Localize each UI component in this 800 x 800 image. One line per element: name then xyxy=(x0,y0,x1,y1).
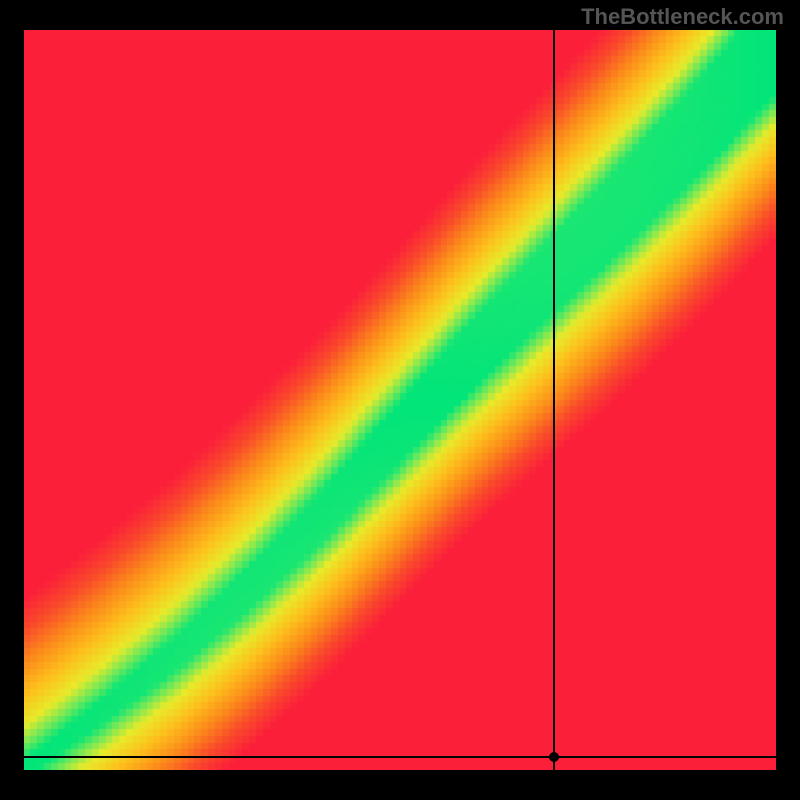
crosshair-horizontal xyxy=(24,756,776,758)
watermark-text: TheBottleneck.com xyxy=(581,4,784,30)
chart-container: TheBottleneck.com xyxy=(0,0,800,800)
crosshair-vertical xyxy=(553,30,555,770)
heatmap-canvas xyxy=(24,30,776,770)
crosshair-marker xyxy=(549,752,559,762)
